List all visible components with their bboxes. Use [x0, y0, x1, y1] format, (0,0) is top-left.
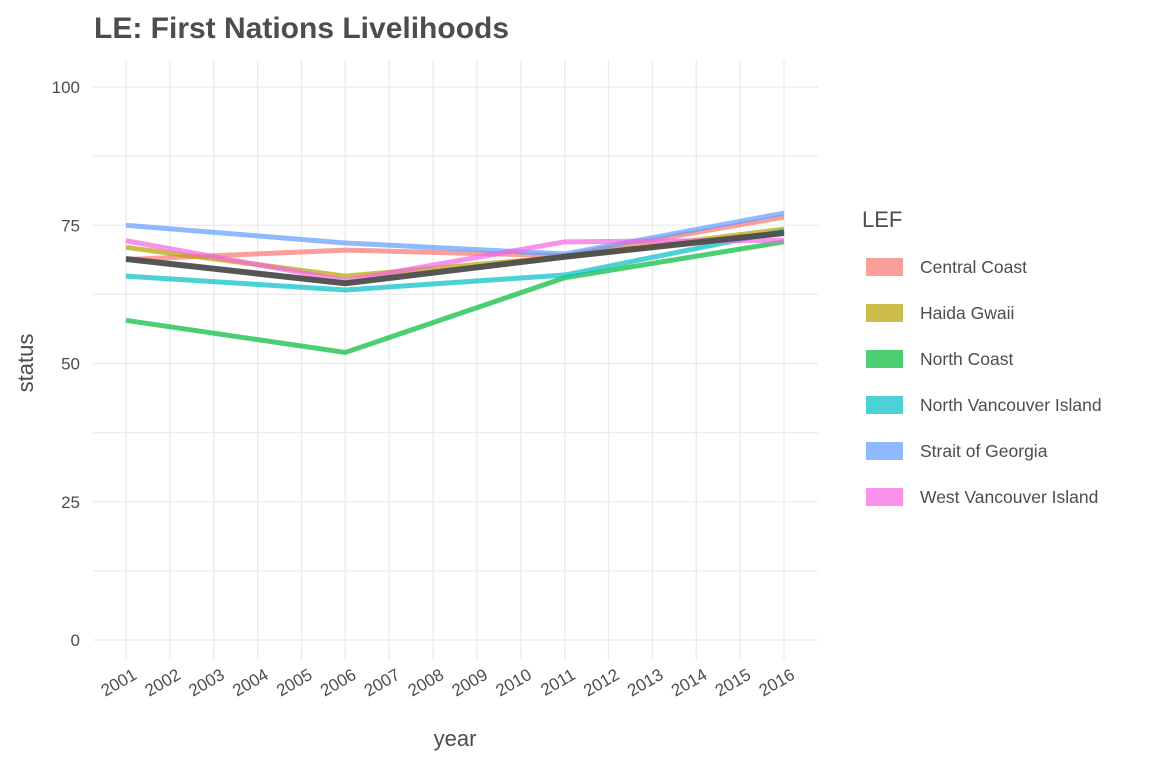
legend-swatch	[866, 442, 903, 460]
x-tick-label: 2006	[317, 665, 359, 700]
y-tick-label: 100	[52, 78, 80, 97]
series-line	[125, 230, 785, 287]
series-line	[125, 214, 785, 263]
x-tick-label: 2001	[98, 665, 140, 700]
x-tick-label: 2002	[142, 665, 184, 700]
x-tick-label: 2012	[580, 665, 622, 700]
legend-label: Strait of Georgia	[920, 441, 1048, 461]
legend-label: West Vancouver Island	[920, 487, 1098, 507]
y-tick-label: 25	[61, 493, 80, 512]
series-line	[125, 239, 785, 355]
y-tick-label: 75	[61, 216, 80, 235]
y-axis-label: status	[13, 334, 38, 393]
x-tick-label: 2009	[449, 665, 491, 700]
legend-swatch	[866, 304, 903, 322]
x-tick-label: 2007	[361, 665, 403, 700]
series-line	[125, 210, 785, 257]
legend-label: North Vancouver Island	[920, 395, 1102, 415]
grid	[93, 60, 818, 660]
x-tick-label: 2013	[624, 665, 666, 700]
legend-label: Haida Gwaii	[920, 303, 1014, 323]
legend-swatch	[866, 396, 903, 414]
x-tick-label: 2004	[229, 665, 271, 700]
y-tick-label: 0	[71, 631, 80, 650]
x-tick-label: 2016	[756, 665, 798, 700]
legend-swatch	[866, 488, 903, 506]
legend-items: Central Coast Haida Gwaii North Coast North…	[866, 257, 1102, 507]
legend: LEF Central Coast Haida Gwaii North Coast N…	[862, 207, 1102, 507]
x-tick-label: 2010	[493, 665, 535, 700]
x-tick-label: 2011	[538, 665, 579, 700]
y-tick-label: 50	[61, 355, 80, 374]
x-axis-ticks: 2001 2002 2003 2004 2005 2006 2007 2008 2009 2010…	[98, 665, 798, 700]
chart-title: LE: First Nations Livelihoods	[94, 12, 509, 45]
legend-title: LEF	[862, 207, 902, 232]
series-line	[125, 228, 785, 293]
x-tick-label: 2014	[668, 665, 710, 700]
x-tick-label: 2008	[405, 665, 447, 700]
x-tick-label: 2005	[273, 665, 315, 700]
legend-swatch	[866, 258, 903, 276]
legend-label: Central Coast	[920, 257, 1027, 277]
y-axis-ticks: 0 25 50 75 100	[52, 78, 80, 650]
legend-swatch	[866, 350, 903, 368]
series-lines	[125, 210, 785, 355]
x-axis-label: year	[434, 726, 477, 751]
series-line	[125, 237, 785, 284]
x-tick-label: 2015	[712, 665, 754, 700]
x-tick-label: 2003	[185, 665, 227, 700]
legend-label: North Coast	[920, 349, 1014, 369]
